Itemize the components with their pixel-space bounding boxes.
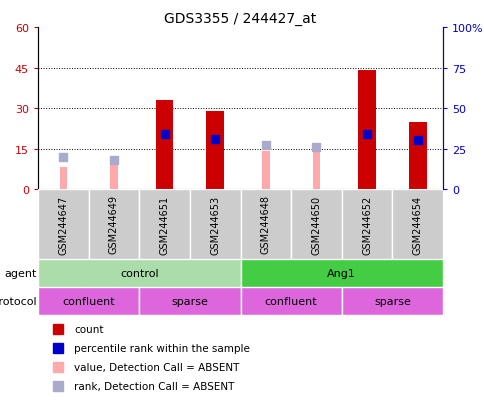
Bar	[89, 190, 139, 259]
Bar	[240, 259, 442, 287]
Bar	[312, 147, 319, 190]
Bar	[392, 190, 442, 259]
Bar	[358, 71, 375, 190]
Bar	[139, 287, 240, 315]
Bar	[240, 190, 290, 259]
Text: control: control	[120, 268, 158, 278]
Bar	[240, 287, 341, 315]
Bar	[206, 112, 224, 190]
Text: GSM244647: GSM244647	[58, 195, 68, 254]
Bar	[341, 190, 392, 259]
Bar	[155, 101, 173, 190]
Text: Ang1: Ang1	[327, 268, 355, 278]
Text: GSM244651: GSM244651	[159, 195, 169, 254]
Text: confluent: confluent	[264, 296, 317, 306]
Bar	[261, 152, 269, 190]
Bar	[290, 190, 341, 259]
Text: GSM244653: GSM244653	[210, 195, 220, 254]
Text: rank, Detection Call = ABSENT: rank, Detection Call = ABSENT	[75, 381, 234, 391]
Text: sparse: sparse	[171, 296, 208, 306]
Text: percentile rank within the sample: percentile rank within the sample	[75, 343, 250, 353]
Text: agent: agent	[5, 268, 37, 278]
Text: GSM244652: GSM244652	[362, 195, 371, 254]
Bar	[60, 168, 67, 190]
Text: confluent: confluent	[62, 296, 115, 306]
Bar	[38, 287, 139, 315]
Text: GSM244650: GSM244650	[311, 195, 321, 254]
Bar	[408, 122, 425, 190]
Bar	[38, 259, 240, 287]
Text: GSM244648: GSM244648	[260, 195, 270, 254]
Text: GSM244649: GSM244649	[109, 195, 119, 254]
Text: sparse: sparse	[373, 296, 410, 306]
Bar	[110, 160, 118, 190]
Text: GSM244654: GSM244654	[412, 195, 422, 254]
Bar	[341, 287, 442, 315]
Bar	[38, 190, 89, 259]
Bar	[189, 190, 240, 259]
Text: value, Detection Call = ABSENT: value, Detection Call = ABSENT	[75, 362, 239, 372]
Bar	[139, 190, 189, 259]
Text: count: count	[75, 325, 104, 335]
Text: growth protocol: growth protocol	[0, 296, 37, 306]
Title: GDS3355 / 244427_at: GDS3355 / 244427_at	[164, 12, 316, 26]
